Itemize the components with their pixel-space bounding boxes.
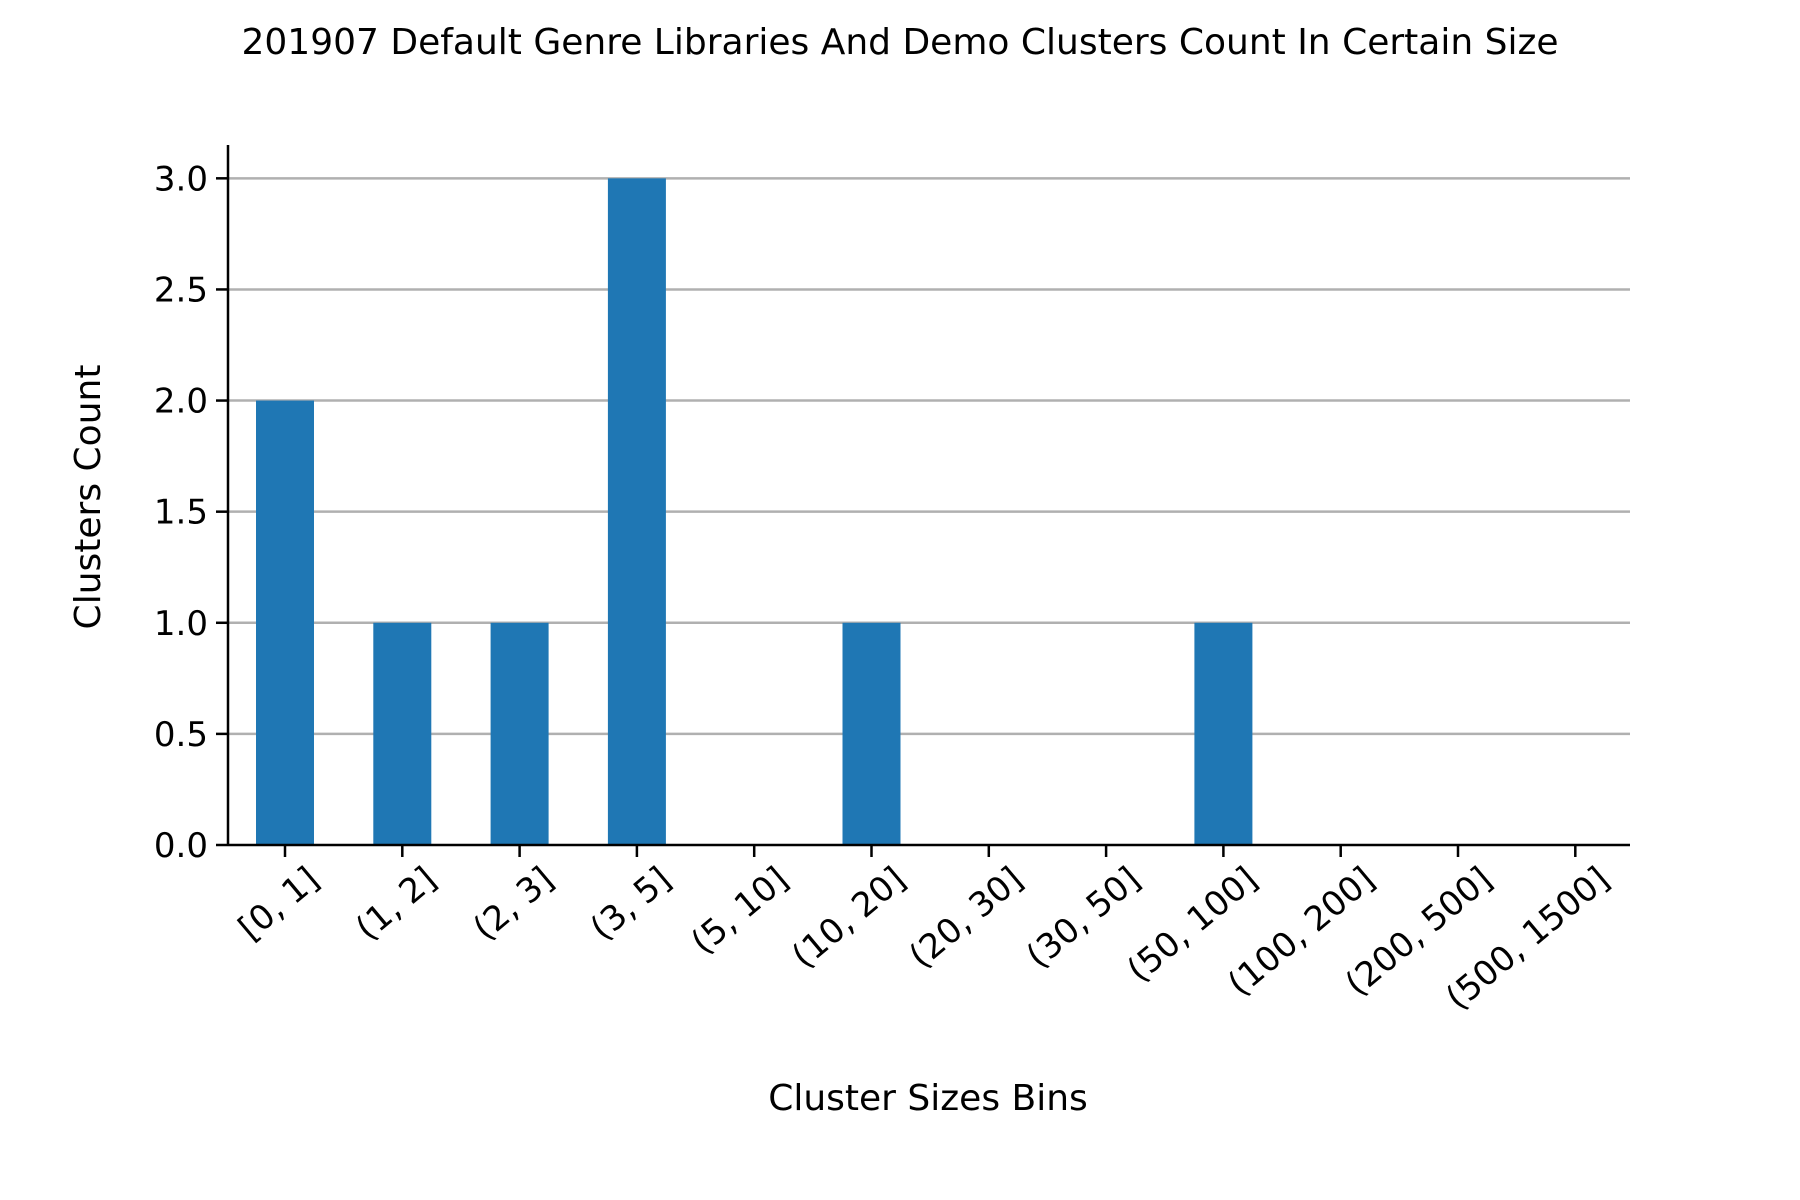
y-tick-label: 0.5 [154, 715, 208, 755]
x-tick-label: (2, 3] [466, 859, 562, 948]
x-ticks: [0, 1] (1, 2] (2, 3] (3, 5] (5, 10](10, 20](… [231, 845, 1617, 1018]
bar-2 [490, 622, 549, 845]
y-tick-label: 3.0 [154, 159, 208, 199]
x-tick-label: (5, 10] [684, 859, 796, 962]
y-tick-label: 2.0 [154, 382, 208, 422]
y-tick-label: 2.5 [154, 270, 208, 310]
x-tick-label: (3, 5] [583, 859, 679, 948]
chart-title: 201907 Default Genre Libraries And Demo … [241, 22, 1558, 63]
x-tick-label: (10, 20] [784, 859, 913, 976]
bar-8 [1194, 622, 1253, 845]
y-ticks: 0.0 0.5 1.0 1.5 2.0 2.5 3.0 [154, 159, 228, 866]
x-tick-label: (1, 2] [348, 859, 444, 948]
bars [256, 178, 1253, 846]
y-tick-label: 0.0 [154, 826, 208, 866]
grid-lines [228, 177, 1630, 736]
y-tick-label: 1.0 [154, 604, 208, 644]
y-tick-label: 1.5 [154, 493, 208, 533]
x-tick-label: [0, 1] [231, 859, 327, 948]
bar-0 [256, 400, 314, 845]
y-axis-label: Clusters Count [68, 365, 109, 630]
bar-5 [842, 622, 901, 845]
bar-1 [373, 622, 432, 845]
bar-3 [607, 178, 666, 846]
axes [226, 145, 1630, 847]
x-axis-label: Cluster Sizes Bins [768, 1078, 1088, 1119]
x-tick-label: (20, 30] [902, 859, 1031, 976]
